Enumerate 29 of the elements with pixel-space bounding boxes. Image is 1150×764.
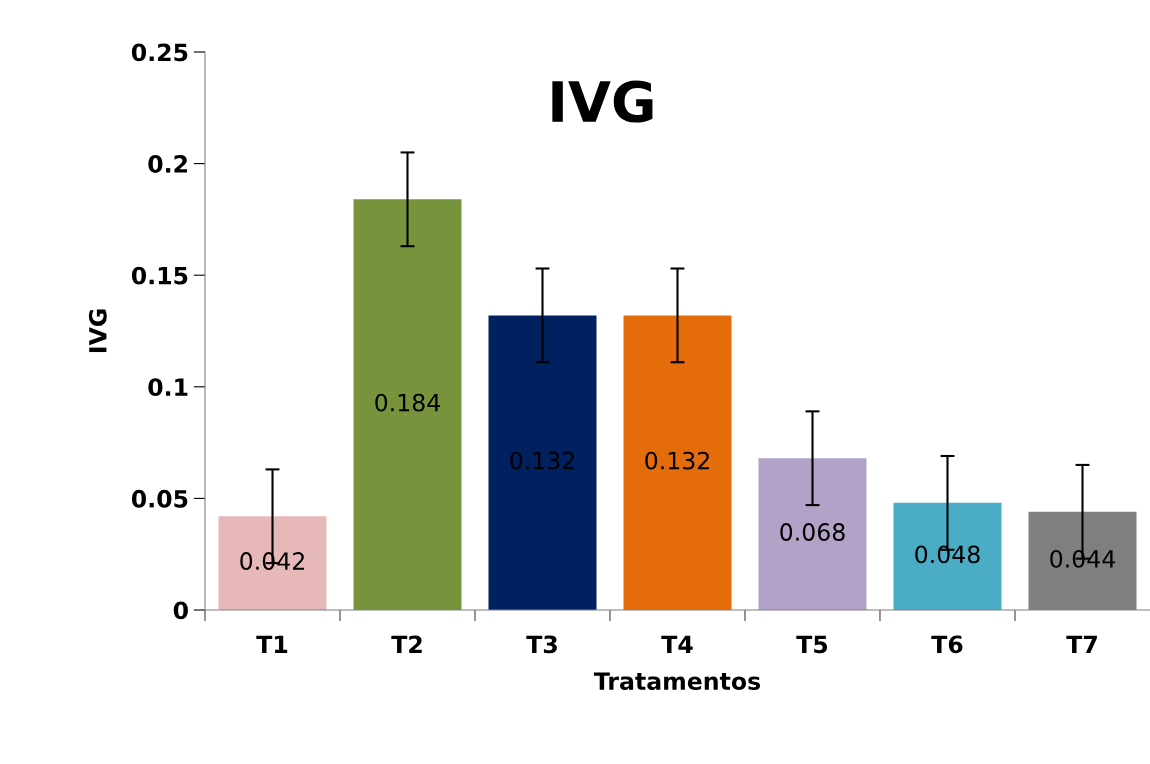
x-tick-label: T2 bbox=[391, 635, 422, 653]
data-label: 0.044 bbox=[1050, 549, 1115, 568]
data-label: 0.048 bbox=[915, 545, 980, 564]
chart-title: IVG bbox=[552, 80, 653, 123]
bar bbox=[893, 502, 1002, 610]
data-label: 0.042 bbox=[240, 552, 304, 570]
x-tick-label: T6 bbox=[931, 635, 963, 654]
y-tick-label: 0 bbox=[173, 601, 188, 620]
bar bbox=[623, 315, 732, 610]
y-tick-label: 0.05 bbox=[131, 489, 188, 508]
x-tick-label: T5 bbox=[796, 635, 828, 654]
bar bbox=[758, 458, 867, 610]
x-tick-label: T3 bbox=[526, 635, 557, 654]
bar bbox=[488, 315, 597, 610]
bar bbox=[218, 516, 327, 610]
y-tick-label: 0.2 bbox=[148, 155, 187, 173]
y-tick-label: 0.1 bbox=[148, 378, 188, 397]
y-axis-title: IVG bbox=[88, 309, 107, 353]
x-tick-label: T4 bbox=[661, 635, 693, 653]
x-tick-label: T1 bbox=[256, 635, 288, 653]
x-tick-label: T7 bbox=[1066, 635, 1097, 653]
bar bbox=[353, 199, 462, 610]
data-label: 0.132 bbox=[510, 451, 574, 470]
x-axis-title: Tratamentos bbox=[593, 672, 761, 691]
data-label: 0.068 bbox=[780, 523, 845, 541]
y-tick-label: 0.15 bbox=[131, 266, 188, 285]
y-tick-label: 0.25 bbox=[131, 43, 188, 62]
data-label: 0.132 bbox=[645, 451, 709, 470]
data-label: 0.184 bbox=[375, 393, 440, 412]
